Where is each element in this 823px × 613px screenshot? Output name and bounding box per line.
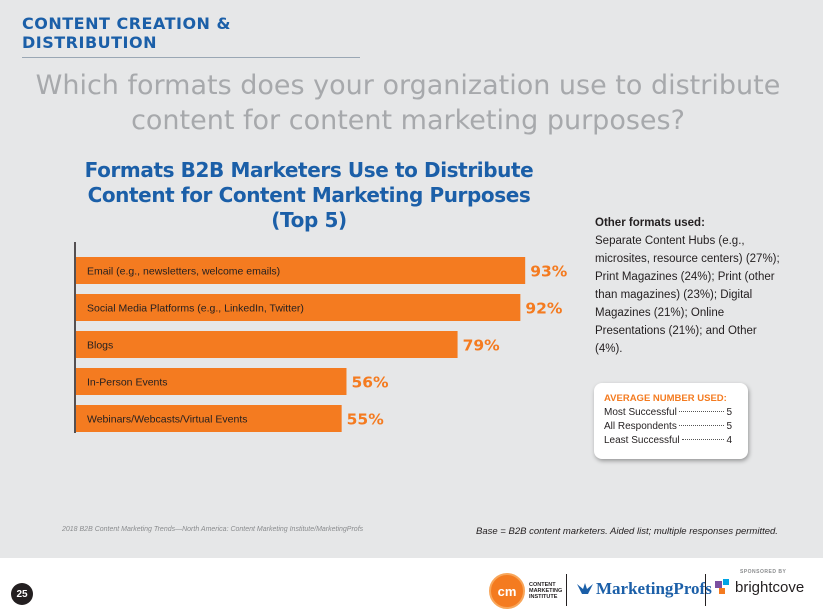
other-formats-note: Other formats used: Separate Content Hub…	[595, 214, 785, 358]
average-number-title: AVERAGE NUMBER USED:	[604, 393, 727, 404]
footer-bar	[0, 558, 823, 613]
cmi-logo-text: CONTENT MARKETING INSTITUTE	[529, 582, 563, 600]
bird-icon	[577, 583, 593, 594]
bar	[76, 294, 521, 321]
bar-value-label: 56%	[351, 374, 389, 392]
bar-category-label: Social Media Platforms (e.g., LinkedIn, …	[87, 303, 304, 315]
sponsor-label: SPONSORED BY	[740, 569, 787, 575]
logo-divider	[705, 574, 706, 606]
marketingprofs-logo-text: MarketingProfs	[596, 579, 712, 598]
bar	[76, 368, 347, 395]
bar-category-label: Email (e.g., newsletters, welcome emails…	[87, 266, 280, 278]
base-note: Base = B2B content marketers. Aided list…	[476, 526, 778, 537]
other-formats-title: Other formats used:	[595, 217, 705, 229]
average-number-box: AVERAGE NUMBER USED: Most Successful 5 A…	[594, 383, 748, 459]
dot-leader	[678, 411, 725, 412]
average-row-label: Most Successful	[604, 407, 677, 418]
source-note: 2018 B2B Content Marketing Trends—North …	[62, 526, 364, 533]
marketingprofs-logo: MarketingProfs	[576, 579, 712, 599]
average-row-value: 5	[726, 407, 732, 418]
bar	[76, 405, 342, 432]
bar-value-label: 79%	[463, 337, 501, 355]
brightcove-mark-icon	[715, 579, 729, 594]
survey-question: Which formats does your organization use…	[35, 70, 781, 136]
brightcove-logo-text: brightcove	[735, 578, 805, 596]
dot-leader	[678, 425, 725, 426]
section-header: CONTENT CREATION & DISTRIBUTION	[22, 14, 360, 58]
brightcove-logo: brightcove	[714, 578, 814, 596]
page-number: 25	[11, 583, 33, 605]
cmi-logo: cm CONTENT MARKETING INSTITUTE	[489, 573, 569, 609]
average-row-label: All Respondents	[604, 421, 677, 432]
average-row-all-respondents: All Respondents 5	[604, 421, 732, 432]
average-row-label: Least Successful	[604, 435, 680, 446]
chart-title: Formats B2B Marketers Use to Distribute …	[84, 158, 534, 232]
dot-leader	[681, 439, 725, 440]
bar-value-label: 55%	[347, 411, 385, 429]
average-row-least-successful: Least Successful 4	[604, 435, 732, 446]
bar-category-label: Blogs	[87, 340, 113, 352]
bar-category-label: Webinars/Webcasts/Virtual Events	[87, 414, 248, 426]
bar-value-label: 93%	[530, 263, 568, 281]
cmi-logo-mark: cm	[489, 573, 525, 609]
average-row-value: 4	[726, 435, 732, 446]
other-formats-text: Separate Content Hubs (e.g., microsites,…	[595, 235, 780, 355]
sponsor-block: SPONSORED BY brightcove	[714, 569, 814, 596]
average-row-value: 5	[726, 421, 732, 432]
bar	[76, 331, 458, 358]
bar-value-label: 92%	[525, 300, 563, 318]
logo-divider	[566, 574, 567, 606]
average-row-most-successful: Most Successful 5	[604, 407, 732, 418]
bar	[76, 257, 526, 284]
bar-category-label: In-Person Events	[87, 377, 168, 389]
